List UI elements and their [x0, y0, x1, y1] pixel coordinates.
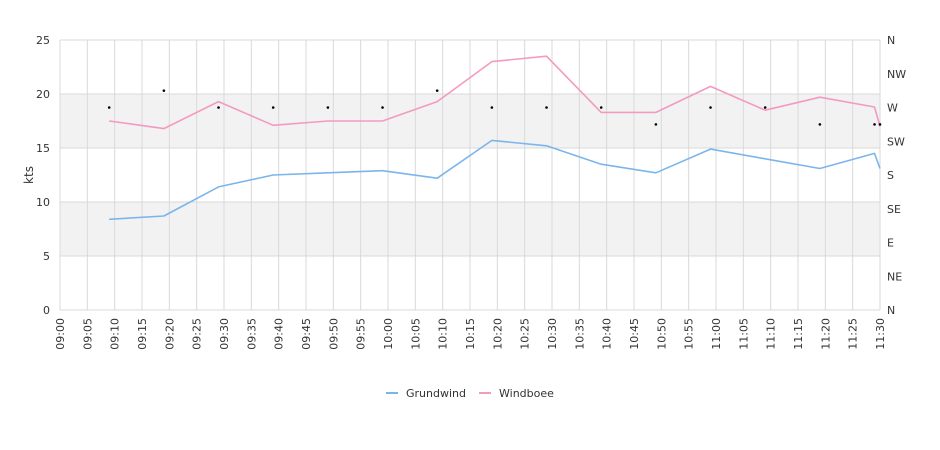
series-line-windboee: [109, 55, 881, 130]
legend[interactable]: Grundwind Windboee: [386, 387, 554, 400]
x-tick-label: 09:45: [300, 318, 313, 350]
direction-tick-label: N: [887, 304, 895, 317]
direction-point: [326, 106, 330, 109]
grid-lines: [59, 39, 881, 311]
x-tick-label: 10:00: [382, 318, 395, 350]
direction-tick-label: SE: [887, 203, 901, 216]
x-tick-label: 11:20: [819, 318, 832, 350]
y-tick-label: 25: [36, 34, 50, 47]
direction-point: [873, 123, 876, 126]
x-tick-label: 10:30: [546, 318, 559, 350]
x-tick-label: 10:10: [437, 318, 450, 350]
direction-point: [878, 123, 882, 126]
x-tick-label: 10:45: [628, 318, 641, 350]
direction-point: [545, 106, 548, 109]
y-tick-label: 0: [43, 304, 50, 317]
direction-axis-ticks: N NE E SE S SW W NW N: [887, 34, 906, 317]
direction-point: [599, 106, 603, 109]
x-tick-label: 10:50: [655, 318, 668, 350]
direction-point: [709, 106, 712, 109]
x-tick-label: 11:00: [710, 318, 723, 350]
legend-item-grundwind[interactable]: Grundwind: [386, 387, 466, 400]
direction-tick-label: W: [887, 102, 898, 115]
x-tick-label: 11:05: [737, 318, 750, 350]
x-tick-label: 10:35: [573, 318, 586, 350]
x-tick-label: 09:20: [163, 318, 176, 350]
direction-point: [490, 106, 494, 109]
x-tick-label: 11:30: [874, 318, 887, 350]
x-tick-label: 10:55: [683, 318, 696, 350]
direction-point: [435, 89, 439, 92]
direction-tick-label: NE: [887, 270, 902, 283]
direction-tick-label: E: [887, 237, 894, 250]
x-tick-label: 09:15: [136, 318, 149, 350]
direction-point: [162, 89, 166, 92]
x-tick-label: 09:30: [218, 318, 231, 350]
direction-points: [107, 89, 882, 126]
y-tick-label: 10: [36, 196, 50, 209]
x-tick-label: 09:35: [245, 318, 258, 350]
x-tick-label: 09:25: [191, 318, 204, 350]
x-tick-label: 11:25: [847, 318, 860, 350]
x-tick-label: 10:40: [601, 318, 614, 350]
y-axis-label: kts: [22, 166, 36, 184]
y-tick-label: 5: [43, 250, 50, 263]
y-axis-ticks: 0 5 10 15 20 25: [36, 34, 50, 317]
direction-point: [654, 123, 658, 126]
direction-point: [217, 106, 220, 109]
x-tick-label: 09:10: [109, 318, 122, 350]
series-line-grundwind: [109, 139, 881, 221]
x-tick-label: 09:55: [355, 318, 368, 350]
direction-point: [818, 123, 822, 126]
direction-tick-label: S: [887, 169, 894, 182]
x-axis-ticks: 09:00 09:05 09:10 09:15 09:20 09:25 09:30 09:35…: [54, 318, 887, 350]
direction-point: [271, 106, 275, 109]
x-tick-label: 09:00: [54, 318, 67, 350]
x-tick-label: 10:05: [409, 318, 422, 350]
direction-tick-label: SW: [887, 135, 905, 148]
x-tick-label: 09:05: [81, 318, 94, 350]
direction-point: [107, 106, 111, 109]
x-tick-label: 10:15: [464, 318, 477, 350]
direction-point: [763, 106, 767, 109]
x-tick-label: 10:25: [519, 318, 532, 350]
x-tick-label: 11:10: [765, 318, 778, 350]
x-tick-label: 09:40: [273, 318, 286, 350]
direction-tick-label: N: [887, 34, 895, 47]
x-tick-label: 10:20: [491, 318, 504, 350]
series-lines: [109, 55, 881, 221]
legend-item-windboee[interactable]: Windboee: [479, 387, 554, 400]
direction-tick-label: NW: [887, 68, 906, 81]
x-tick-label: 09:50: [327, 318, 340, 350]
y-tick-label: 15: [36, 142, 50, 155]
y-tick-label: 20: [36, 88, 50, 101]
legend-label: Windboee: [499, 387, 554, 400]
legend-label: Grundwind: [406, 387, 466, 400]
x-tick-label: 11:15: [792, 318, 805, 350]
direction-point: [381, 106, 384, 109]
